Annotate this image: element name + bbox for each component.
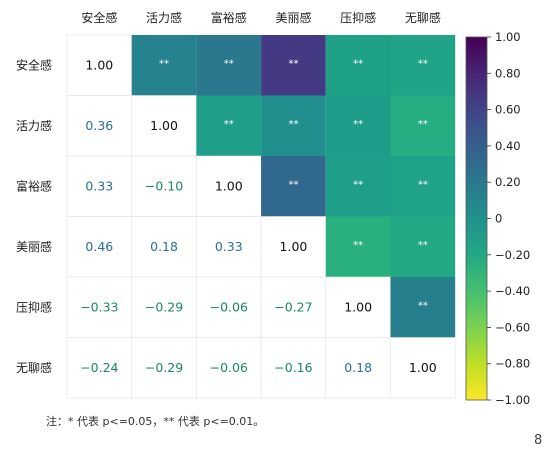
significance-label: ** (288, 179, 298, 190)
significance-label: ** (353, 58, 363, 69)
colorbar-gradient (465, 36, 488, 401)
colorbar-tick-label: −0.40 (495, 284, 530, 298)
column-label: 安全感 (81, 10, 117, 25)
significance-label: ** (353, 179, 363, 190)
heatmap-cell-r3-c5 (390, 216, 456, 277)
heatmap-cell-r4-c1 (131, 276, 197, 338)
heatmap-cell-r0-c2 (196, 35, 262, 96)
page-number: 8 (534, 433, 543, 448)
heatmap-cell-r2-c5 (390, 156, 456, 217)
significance-label: ** (288, 119, 298, 130)
heatmap-cell-r3-c1 (131, 216, 197, 278)
heatmap-cell-r5-c2 (196, 337, 262, 399)
correlation-value: −0.24 (80, 360, 118, 375)
correlation-value: 1.00 (85, 57, 113, 72)
heatmap-cell-r1-c1 (131, 95, 197, 157)
correlation-value: 1.00 (280, 239, 308, 254)
correlation-value: 0.18 (344, 360, 372, 375)
colorbar-tick-label: 0 (495, 212, 502, 226)
heatmap-cell-r3-c4 (325, 216, 391, 277)
correlation-value: −0.16 (274, 360, 312, 375)
colorbar-tick-label: −0.80 (495, 357, 530, 371)
heatmap-cell-r1-c5 (390, 95, 456, 156)
significance-label: ** (353, 119, 363, 130)
significance-label: ** (353, 240, 363, 251)
heatmap-cell-r4-c5 (390, 277, 456, 338)
colorbar-tick-label: −1.00 (495, 393, 530, 407)
significance-label: ** (224, 58, 234, 69)
heatmap-cell-r4-c0 (66, 276, 132, 338)
heatmap-cell-r0-c4 (325, 35, 391, 96)
column-label: 美丽感 (275, 10, 311, 25)
significance-label: ** (418, 300, 428, 311)
correlation-value: 0.33 (215, 239, 243, 254)
heatmap-cell-r3-c3 (260, 216, 327, 278)
colorbar-tick-label: −0.60 (495, 320, 530, 334)
column-label: 富裕感 (211, 10, 247, 25)
footnote: 注：* 代表 p<=0.05，** 代表 p<=0.01。 (46, 415, 265, 428)
correlation-value: −0.29 (145, 299, 183, 314)
correlation-value: 0.33 (85, 178, 113, 193)
significance-label: ** (418, 58, 428, 69)
column-label: 压抑感 (340, 10, 376, 25)
heatmap-cell-r0-c5 (390, 35, 456, 96)
colorbar-tick-label: 0.40 (495, 139, 521, 153)
colorbar-tick-label: 0.20 (495, 175, 521, 189)
correlation-value: −0.27 (274, 299, 312, 314)
correlation-value: −0.06 (210, 360, 248, 375)
heatmap-cell-r1-c4 (325, 95, 391, 156)
heatmap-cell-r2-c4 (325, 156, 391, 217)
correlation-value: −0.29 (145, 360, 183, 375)
row-label: 无聊感 (16, 360, 52, 375)
correlation-value: 0.36 (85, 118, 113, 133)
significance-label: ** (159, 58, 169, 69)
heatmap-cell-r0-c3 (261, 35, 326, 96)
heatmap-cell-r2-c3 (261, 156, 326, 217)
column-label: 无聊感 (405, 10, 441, 25)
heatmap-cell-r4-c2 (196, 276, 262, 338)
significance-label: ** (418, 240, 428, 251)
heatmap-cell-r3-c0 (66, 216, 132, 278)
correlation-value: 0.46 (85, 239, 113, 254)
heatmap-cell-r5-c1 (131, 337, 197, 399)
heatmap-cell-r5-c3 (260, 337, 327, 399)
row-label: 美丽感 (16, 239, 52, 254)
row-label: 安全感 (16, 57, 52, 72)
significance-label: ** (418, 119, 428, 130)
significance-label: ** (224, 119, 234, 130)
correlation-value: −0.10 (145, 178, 183, 193)
correlation-value: 1.00 (215, 178, 243, 193)
significance-label: ** (288, 58, 298, 69)
colorbar-tick-label: 1.00 (495, 30, 521, 44)
correlation-value: 1.00 (344, 299, 372, 314)
heatmap-cell-r0-c1 (131, 35, 197, 96)
row-label: 压抑感 (16, 299, 52, 314)
heatmap-cell-r5-c5 (390, 337, 456, 399)
heatmap-cell-r4-c4 (325, 276, 391, 338)
heatmap-cell-r2-c1 (131, 155, 197, 217)
heatmap-cell-r2-c2 (196, 155, 262, 217)
correlation-value: 1.00 (409, 360, 437, 375)
heatmap-cell-r0-c0 (66, 34, 132, 96)
correlation-value: 0.18 (150, 239, 178, 254)
colorbar-tick-label: 0.80 (495, 66, 521, 80)
heatmap-cell-r2-c0 (66, 155, 132, 217)
heatmap-cell-r5-c0 (66, 337, 132, 399)
row-label: 富裕感 (16, 178, 52, 193)
column-label: 活力感 (146, 10, 182, 25)
heatmap-cell-r3-c2 (196, 216, 262, 278)
heatmap-cell-r1-c3 (261, 95, 326, 156)
correlation-value: −0.33 (80, 299, 118, 314)
colorbar: 1.00 0.80 0.60 0.40 0.20 0 −0.20 −0.40 −0.60 −0.8… (465, 30, 530, 407)
heatmap-cell-r4-c3 (260, 276, 327, 338)
heatmap-cell-r1-c2 (196, 95, 262, 156)
correlation-value: −0.06 (210, 299, 248, 314)
significance-label: ** (418, 179, 428, 190)
colorbar-tick-label: −0.20 (495, 248, 530, 262)
row-label: 活力感 (16, 118, 52, 133)
colorbar-tick-label: 0.60 (495, 103, 521, 117)
heatmap-cell-r5-c4 (325, 337, 391, 399)
correlation-value: 1.00 (150, 118, 178, 133)
